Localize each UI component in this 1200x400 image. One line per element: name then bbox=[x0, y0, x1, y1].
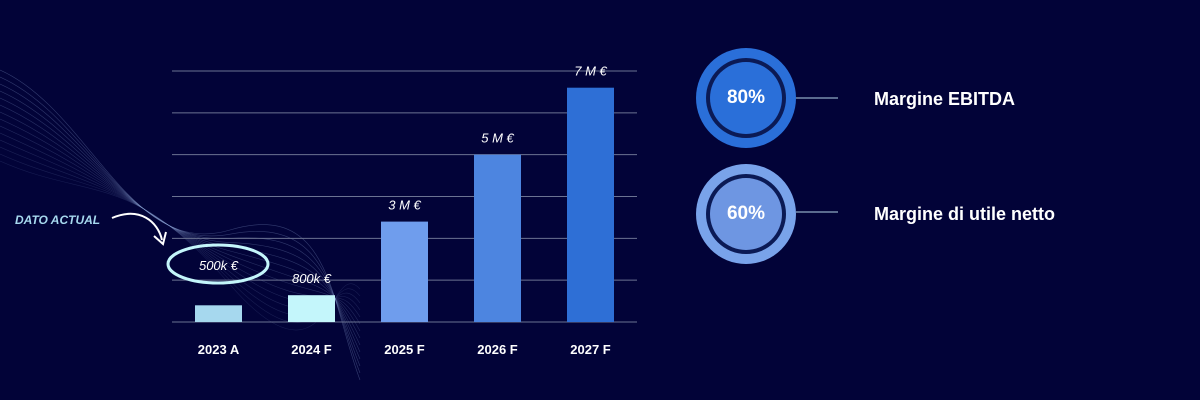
tick-label: 2026 F bbox=[477, 342, 518, 357]
decorative-wave-line bbox=[0, 146, 361, 316]
decorative-wave-line bbox=[0, 160, 361, 331]
ebitda-connector-line bbox=[796, 97, 838, 99]
tick-label: 2025 F bbox=[384, 342, 425, 357]
annotation-label: DATO ACTUAL bbox=[15, 213, 100, 227]
ebitda-margin-label: Margine EBITDA bbox=[874, 89, 1016, 109]
value-label: 800k € bbox=[292, 271, 332, 286]
net-margin-value: 60% bbox=[710, 178, 782, 250]
decorative-wave-line bbox=[0, 132, 361, 318]
value-label: 3 M € bbox=[388, 198, 421, 213]
value-label: 500k € bbox=[199, 258, 239, 273]
net-margin-ring: 60% bbox=[696, 164, 796, 264]
net-margin-connector-line bbox=[796, 211, 838, 213]
decorative-wave-line bbox=[0, 139, 361, 311]
decorative-wave-line bbox=[0, 125, 361, 325]
bar-2026-f bbox=[474, 154, 521, 322]
decorative-wave-line bbox=[0, 69, 361, 381]
bar-2025-f bbox=[381, 221, 428, 322]
bar-2024-f bbox=[288, 295, 335, 322]
chart-value-labels: 500k € 800k € 3 M € 5 M € 7 M € bbox=[199, 64, 608, 287]
bar-2027-f bbox=[567, 87, 614, 322]
bar-2023-a bbox=[195, 305, 242, 322]
annotation-arrowhead bbox=[153, 231, 167, 246]
value-label: 7 M € bbox=[574, 64, 607, 79]
decorative-wave-line bbox=[0, 76, 361, 374]
tick-label: 2024 F bbox=[291, 342, 332, 357]
highlight-ellipse bbox=[166, 243, 270, 285]
ebitda-margin-value: 80% bbox=[710, 62, 782, 134]
tick-label: 2023 A bbox=[198, 342, 240, 357]
tick-label: 2027 F bbox=[570, 342, 611, 357]
value-label: 5 M € bbox=[481, 131, 514, 146]
annotation-arrow bbox=[111, 212, 163, 241]
decorative-wave-line bbox=[0, 118, 361, 332]
chart-bars bbox=[195, 87, 614, 322]
chart-category-labels: 2023 A 2024 F 2025 F 2026 F 2027 F bbox=[198, 342, 611, 357]
ebitda-margin-ring: 80% bbox=[696, 48, 796, 148]
net-margin-label: Margine di utile netto bbox=[874, 204, 1056, 224]
